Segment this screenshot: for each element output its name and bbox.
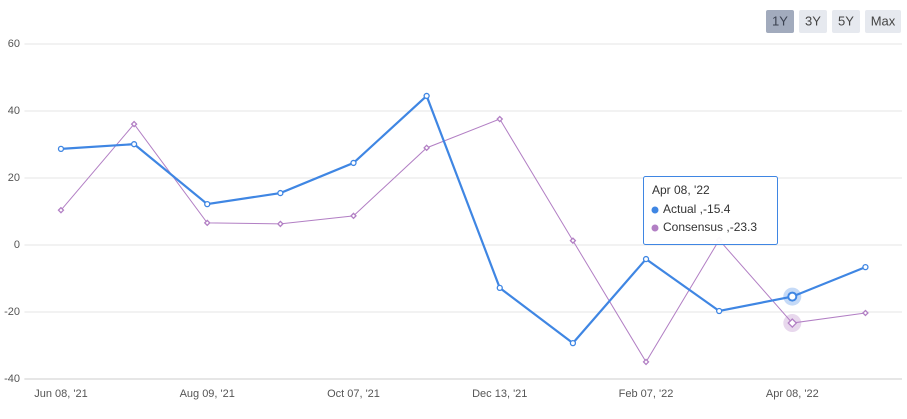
range-button-label[interactable]: 5Y — [838, 13, 854, 28]
point-marker[interactable] — [204, 200, 211, 208]
range-button[interactable] — [799, 10, 827, 33]
x-tick-label: Apr 08, '22 — [766, 388, 819, 400]
point-marker[interactable] — [569, 340, 577, 347]
point-marker[interactable] — [57, 145, 65, 153]
point-marker[interactable] — [496, 284, 503, 292]
point-marker[interactable] — [862, 309, 869, 317]
tooltip-title: Apr 08, '22 — [652, 183, 710, 197]
point-marker[interactable] — [350, 212, 357, 220]
point-marker[interactable] — [350, 159, 357, 167]
point-marker[interactable] — [642, 255, 650, 263]
x-tick-label: Oct 07, '21 — [327, 388, 380, 400]
range-button[interactable] — [865, 10, 901, 33]
point-marker[interactable] — [130, 141, 138, 148]
y-tick-label: 60 — [8, 38, 20, 50]
range-button[interactable] — [766, 10, 794, 33]
point-marker[interactable] — [496, 115, 504, 123]
point-marker[interactable] — [203, 219, 211, 227]
series-line — [60, 118, 866, 363]
range-button-label[interactable]: 3Y — [805, 13, 821, 28]
tooltip-dot — [651, 206, 659, 214]
point-marker[interactable] — [716, 307, 723, 315]
y-tick-label: 0 — [14, 239, 20, 251]
point-marker[interactable] — [276, 220, 284, 228]
point-marker[interactable] — [57, 206, 65, 214]
point-marker[interactable] — [787, 291, 798, 302]
x-tick-label: Aug 09, '21 — [180, 388, 235, 400]
point-marker[interactable] — [787, 318, 798, 328]
range-button-label[interactable]: Max — [871, 13, 896, 28]
y-tick-label: -40 — [4, 373, 20, 385]
point-marker[interactable] — [130, 120, 138, 128]
x-tick-label: Feb 07, '22 — [619, 388, 674, 400]
y-tick-label: -20 — [4, 306, 20, 318]
range-button-label[interactable]: 1Y — [772, 13, 788, 28]
point-marker[interactable] — [423, 92, 430, 100]
tooltip-line: Actual ,-15.4 — [663, 202, 731, 216]
point-marker[interactable] — [642, 358, 650, 366]
x-tick-label: Jun 08, '21 — [34, 388, 87, 400]
tooltip-dot — [651, 224, 659, 232]
tooltip-box — [643, 176, 778, 245]
point-marker[interactable] — [423, 144, 431, 152]
point-marker[interactable] — [277, 189, 284, 197]
tooltip: Apr 08, '22 Actual ,-15.4 Consensus ,-23.3 — [643, 176, 778, 245]
range-button[interactable] — [832, 10, 860, 33]
tooltip-line: Consensus ,-23.3 — [663, 220, 757, 234]
series-line — [60, 94, 866, 345]
y-tick-label: 40 — [8, 105, 20, 117]
point-marker[interactable] — [569, 237, 577, 245]
y-tick-label: 20 — [8, 172, 20, 184]
x-tick-label: Dec 13, '21 — [472, 388, 527, 400]
point-marker[interactable] — [862, 263, 869, 271]
